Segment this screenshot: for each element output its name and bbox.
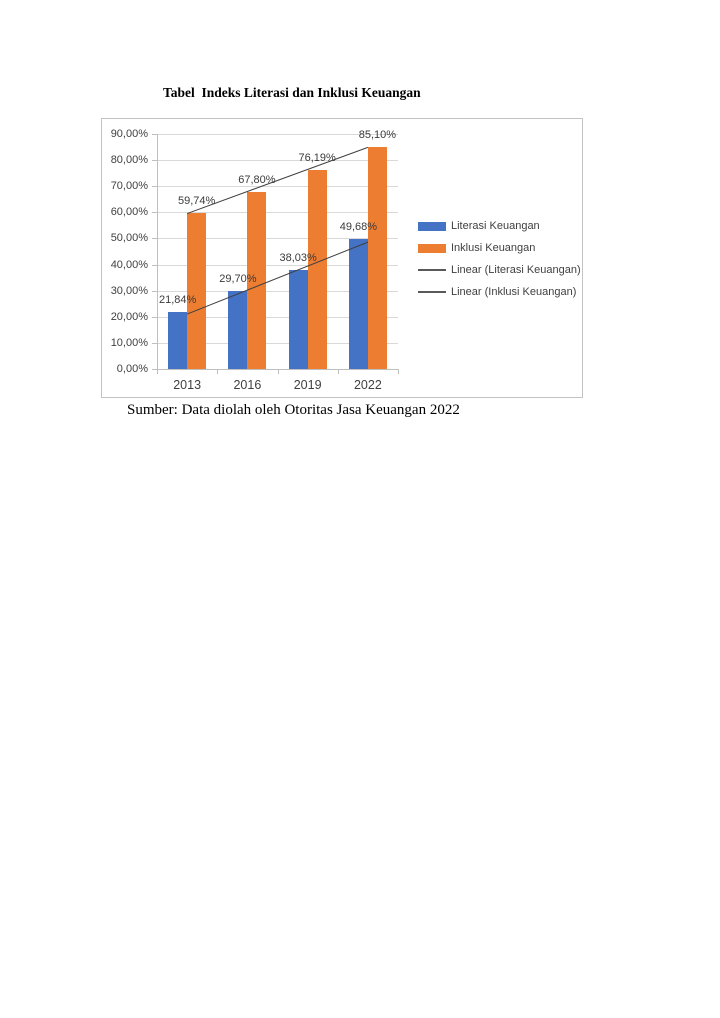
- y-axis-tick-label: 50,00%: [110, 232, 148, 245]
- gridline: [157, 238, 398, 240]
- y-axis-tick: [152, 186, 157, 188]
- x-axis-tick: [398, 369, 399, 374]
- gridline: [157, 264, 398, 266]
- legend-label: Literasi Keuangan: [451, 220, 540, 232]
- legend-label: Linear (Inklusi Keuangan): [451, 286, 577, 298]
- bar-inklusi-2019: [307, 170, 327, 369]
- x-axis-tick-label: 2013: [173, 378, 202, 392]
- legend: Literasi Keuangan Inklusi Keuangan Linear …: [418, 215, 581, 303]
- legend-item: Linear (Literasi Keuangan): [418, 259, 581, 281]
- x-axis-tick: [337, 369, 339, 374]
- y-axis-tick-label: 10,00%: [110, 336, 148, 349]
- bar-literasi-2016: [228, 291, 248, 369]
- gridline: [157, 290, 398, 292]
- y-axis-tick: [152, 238, 157, 240]
- data-label: 59,74%: [177, 195, 216, 207]
- data-label: 85,10%: [358, 128, 397, 141]
- legend-item: Literasi Keuangan: [418, 215, 581, 237]
- legend-label: Linear (Literasi Keuangan): [451, 264, 581, 276]
- data-label: 21,84%: [158, 293, 197, 306]
- data-label: 76,19%: [298, 152, 336, 165]
- trendline-linear-literasi-keuangan: [186, 241, 369, 315]
- figure-title: Tabel Indeks Literasi dan Inklusi Keuang…: [163, 85, 421, 100]
- x-axis-tick-label: 2022: [353, 378, 382, 392]
- gridline: [157, 160, 398, 162]
- trendline-linear-inklusi-keuangan: [186, 146, 369, 215]
- y-axis-tick-label: 40,00%: [110, 258, 148, 271]
- y-axis-tick-label: 90,00%: [110, 128, 148, 140]
- bar-literasi-2019: [288, 269, 308, 369]
- y-axis-tick: [152, 369, 157, 370]
- bar-inklusi-2016: [247, 191, 267, 369]
- legend-line-swatch: [418, 291, 446, 293]
- gridline: [157, 342, 398, 344]
- y-axis-tick-label: 0,00%: [116, 363, 148, 375]
- bar-inklusi-2022: [367, 146, 387, 369]
- y-axis-tick-label: 60,00%: [110, 206, 148, 219]
- y-axis-tick-label: 70,00%: [110, 180, 148, 193]
- legend-bar-swatch: [418, 243, 446, 253]
- data-label: 67,80%: [238, 173, 276, 186]
- x-axis-tick: [217, 369, 219, 374]
- data-label: 29,70%: [219, 273, 257, 286]
- legend-item: Linear (Inklusi Keuangan): [418, 281, 581, 303]
- trendlines-layer: [186, 146, 369, 315]
- gridline: [157, 186, 398, 188]
- legend-line-swatch: [418, 269, 446, 271]
- chart: 0,00% 10,00% 20,00% 30,00% 40,00% 50,00% 60,00…: [101, 118, 583, 398]
- data-label: 38,03%: [279, 251, 317, 264]
- gridline: [157, 134, 398, 135]
- gridline: [157, 316, 398, 318]
- y-axis-tick: [152, 316, 157, 318]
- bar-literasi-2022: [348, 239, 368, 369]
- x-axis-tick: [157, 369, 158, 374]
- x-axis-tick: [277, 369, 279, 374]
- y-axis-tick: [152, 290, 157, 292]
- bar-literasi-2013: [168, 311, 188, 369]
- bar-inklusi-2013: [187, 213, 207, 369]
- x-axis-tick-label: 2016: [233, 378, 262, 392]
- y-axis-tick: [152, 342, 157, 344]
- y-axis-tick-label: 20,00%: [110, 310, 148, 323]
- x-axis-tick-label: 2019: [293, 378, 322, 392]
- y-axis-tick-label: 30,00%: [110, 284, 148, 297]
- y-axis-tick: [152, 264, 157, 266]
- data-label: 49,68%: [339, 221, 378, 234]
- y-axis-line: [157, 134, 158, 369]
- legend-bar-swatch: [418, 221, 446, 231]
- legend-label: Inklusi Keuangan: [451, 242, 536, 254]
- legend-item: Inklusi Keuangan: [418, 237, 581, 259]
- gridline: [157, 212, 398, 214]
- y-axis-tick-label: 80,00%: [110, 154, 148, 167]
- y-axis-tick: [152, 212, 157, 214]
- y-axis-tick: [152, 134, 157, 135]
- y-axis-tick: [152, 160, 157, 162]
- source-caption: Sumber: Data diolah oleh Otoritas Jasa K…: [127, 402, 460, 418]
